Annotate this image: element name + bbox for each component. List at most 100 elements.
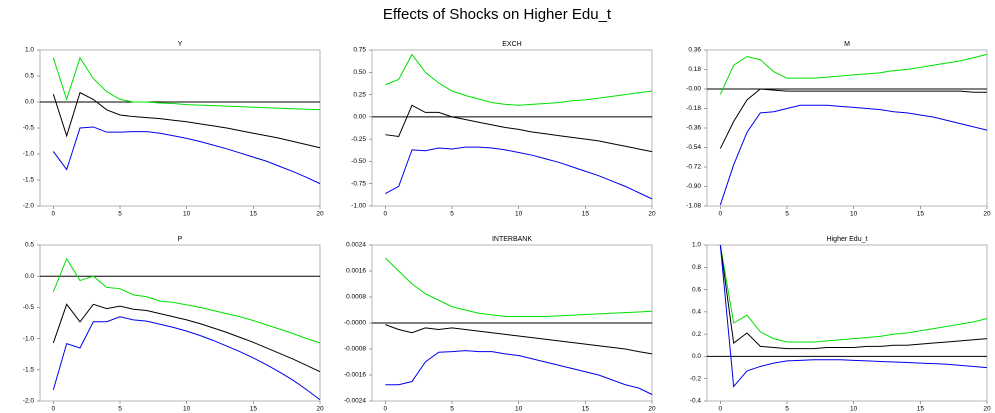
y-tick-label: -1.5 bbox=[23, 177, 35, 184]
x-tick-label: 5 bbox=[450, 406, 454, 413]
y-tick-label: -2.0 bbox=[23, 203, 35, 210]
x-tick-label: 5 bbox=[785, 406, 789, 413]
x-tick-label: 15 bbox=[250, 406, 258, 413]
y-tick-label: 0.8 bbox=[692, 264, 701, 271]
y-tick-label: -0.75 bbox=[351, 180, 366, 187]
chart-title: Effects of Shocks on Higher Edu_t bbox=[383, 6, 612, 23]
subplot-title: P bbox=[178, 236, 183, 243]
y-tick-label: -0.50 bbox=[351, 158, 366, 165]
series-line bbox=[385, 146, 653, 200]
plot-frame bbox=[371, 49, 653, 207]
x-tick-label: 15 bbox=[582, 211, 590, 218]
x-tick-label: 0 bbox=[719, 406, 723, 413]
y-tick-label: 0.0024 bbox=[346, 242, 366, 249]
y-tick-label: 0.0 bbox=[25, 273, 34, 280]
series-line bbox=[719, 244, 988, 388]
y-tick-label: -0.25 bbox=[351, 136, 366, 143]
plot-frame bbox=[706, 244, 988, 402]
y-tick-label: 0.36 bbox=[688, 47, 701, 54]
series-line bbox=[719, 53, 988, 95]
series-line bbox=[719, 244, 988, 343]
y-tick-label: -0.5 bbox=[23, 125, 35, 132]
x-tick-label: 0 bbox=[719, 211, 723, 218]
x-tick-label: 15 bbox=[917, 211, 925, 218]
plot-frame bbox=[39, 244, 321, 402]
y-tick-label: 0.00 bbox=[353, 114, 366, 121]
y-tick-label: -0.72 bbox=[686, 164, 701, 171]
x-tick-label: 20 bbox=[316, 406, 324, 413]
y-tick-label: -0.0024 bbox=[344, 398, 366, 405]
y-tick-label: 1.0 bbox=[692, 242, 701, 249]
y-tick-label: -0.0016 bbox=[344, 372, 366, 379]
y-tick-label: -1.08 bbox=[686, 203, 701, 210]
y-tick-label: 0.0 bbox=[25, 99, 34, 106]
y-tick-label: -1.0 bbox=[23, 335, 35, 342]
y-tick-label: -1.00 bbox=[351, 203, 366, 210]
y-tick-label: -0.54 bbox=[686, 144, 701, 151]
y-tick-label: -0.4 bbox=[690, 398, 702, 405]
y-tick-label: -0.00 bbox=[686, 86, 701, 93]
x-tick-label: 20 bbox=[648, 406, 656, 413]
series-line bbox=[719, 88, 987, 149]
x-tick-label: 5 bbox=[450, 211, 454, 218]
series-line bbox=[385, 350, 653, 395]
x-tick-label: 5 bbox=[785, 211, 789, 218]
series-line bbox=[52, 257, 321, 344]
y-tick-label: -0.18 bbox=[686, 105, 701, 112]
x-tick-label: 15 bbox=[917, 406, 925, 413]
subplot-title: EXCH bbox=[502, 41, 521, 48]
y-tick-label: -0.0008 bbox=[344, 346, 366, 353]
y-tick-label: -2.0 bbox=[23, 398, 35, 405]
y-tick-label: -0.36 bbox=[686, 125, 701, 132]
x-tick-label: 20 bbox=[648, 211, 656, 218]
x-tick-label: 0 bbox=[384, 211, 388, 218]
series-line bbox=[384, 257, 653, 317]
y-tick-label: 0.6 bbox=[692, 286, 701, 293]
y-tick-label: 0.5 bbox=[25, 73, 34, 80]
series-line bbox=[52, 316, 321, 401]
y-tick-label: -1.0 bbox=[23, 151, 35, 158]
x-tick-label: 20 bbox=[316, 211, 324, 218]
x-tick-label: 20 bbox=[983, 211, 991, 218]
y-tick-label: 0.25 bbox=[353, 91, 366, 98]
y-tick-label: -0.90 bbox=[686, 183, 701, 190]
y-tick-label: -0.5 bbox=[23, 304, 35, 311]
subplot-title: Y bbox=[178, 41, 183, 48]
y-tick-label: 0.0016 bbox=[346, 268, 366, 275]
x-tick-label: 15 bbox=[250, 211, 258, 218]
x-tick-label: 0 bbox=[384, 406, 388, 413]
y-tick-label: 1.0 bbox=[25, 47, 34, 54]
series-line bbox=[719, 244, 988, 350]
x-tick-label: 0 bbox=[52, 406, 56, 413]
subplot-title: M bbox=[844, 41, 850, 48]
series-line bbox=[385, 324, 653, 355]
subplot-title: Higher Edu_t bbox=[827, 236, 868, 243]
x-tick-label: 5 bbox=[118, 406, 122, 413]
series-line bbox=[385, 53, 653, 106]
y-tick-label: -0.0000 bbox=[344, 320, 366, 327]
x-tick-label: 10 bbox=[850, 211, 858, 218]
series-line bbox=[719, 104, 988, 206]
x-tick-label: 10 bbox=[183, 406, 191, 413]
y-tick-label: 0.0008 bbox=[346, 294, 366, 301]
y-tick-label: 0.50 bbox=[353, 69, 366, 76]
y-tick-label: 0.2 bbox=[692, 331, 701, 338]
y-tick-label: -0.2 bbox=[690, 375, 702, 382]
x-tick-label: 0 bbox=[52, 211, 56, 218]
subplot-title: INTERBANK bbox=[492, 236, 532, 243]
y-tick-label: 0.75 bbox=[353, 47, 366, 54]
plot-frame bbox=[706, 49, 988, 207]
y-tick-label: 0.0 bbox=[692, 353, 701, 360]
y-tick-label: -1.5 bbox=[23, 367, 35, 374]
series-line bbox=[385, 104, 653, 153]
series-line bbox=[52, 56, 321, 111]
x-tick-label: 5 bbox=[118, 211, 122, 218]
y-tick-label: 0.5 bbox=[25, 242, 34, 249]
series-line bbox=[52, 91, 321, 149]
x-tick-label: 15 bbox=[582, 406, 590, 413]
series-line bbox=[52, 303, 321, 373]
x-tick-label: 10 bbox=[850, 406, 858, 413]
y-tick-label: 0.4 bbox=[692, 309, 701, 316]
